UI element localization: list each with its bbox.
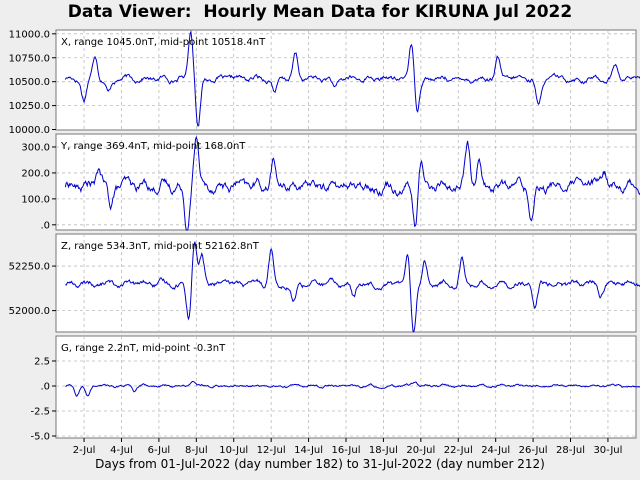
- y-tick-label-y: 300.0: [21, 142, 50, 153]
- y-tick-label-g: -5.0: [30, 432, 50, 443]
- y-tick-label-y: 200.0: [21, 168, 50, 179]
- series-line-g: [65, 380, 640, 397]
- x-tick-label: 14-Jul: [294, 445, 323, 456]
- page-title: Data Viewer: Hourly Mean Data for KIRUNA…: [67, 2, 573, 22]
- x-tick-label: 26-Jul: [519, 445, 548, 456]
- y-tick-label-z: 52000.0: [9, 306, 50, 317]
- panel-label-x: X, range 1045.0nT, mid-point 10518.4nT: [61, 37, 266, 48]
- x-tick-label: 20-Jul: [406, 445, 435, 456]
- x-tick-label: 8-Jul: [185, 445, 208, 456]
- y-tick-label-x: 10250.0: [9, 101, 50, 112]
- y-tick-label-x: 10500.0: [9, 77, 50, 88]
- x-tick-label: 12-Jul: [257, 445, 286, 456]
- x-tick-label: 16-Jul: [332, 445, 361, 456]
- y-tick-label-g: .0: [40, 382, 50, 393]
- y-tick-label-y: .0: [40, 220, 50, 231]
- y-tick-label-x: 10750.0: [9, 53, 50, 64]
- panel-label-z: Z, range 534.3nT, mid-point 52162.8nT: [61, 241, 260, 252]
- x-axis-caption: Days from 01-Jul-2022 (day number 182) t…: [95, 457, 545, 471]
- x-tick-label: 30-Jul: [593, 445, 622, 456]
- x-tick-label: 4-Jul: [110, 445, 133, 456]
- x-tick-label: 10-Jul: [219, 445, 248, 456]
- y-tick-label-x: 10000.0: [9, 125, 50, 136]
- x-tick-label: 28-Jul: [556, 445, 585, 456]
- x-tick-label: 24-Jul: [481, 445, 510, 456]
- x-tick-label: 6-Jul: [148, 445, 171, 456]
- panel-label-g: G, range 2.2nT, mid-point -0.3nT: [61, 343, 226, 354]
- series-line-z: [65, 241, 640, 333]
- panel-label-y: Y, range 369.4nT, mid-point 168.0nT: [60, 141, 246, 152]
- y-tick-label-g: -2.5: [30, 407, 50, 418]
- x-tick-label: 22-Jul: [444, 445, 473, 456]
- series-line-y: [64, 135, 640, 231]
- y-tick-label-x: 11000.0: [9, 29, 50, 40]
- x-tick-label: 2-Jul: [73, 445, 96, 456]
- x-tick-label: 18-Jul: [369, 445, 398, 456]
- y-tick-label-z: 52250.0: [9, 262, 50, 273]
- y-tick-label-y: 100.0: [21, 194, 50, 205]
- y-tick-label-g: 2.5: [34, 357, 50, 368]
- series-line-x: [64, 29, 640, 127]
